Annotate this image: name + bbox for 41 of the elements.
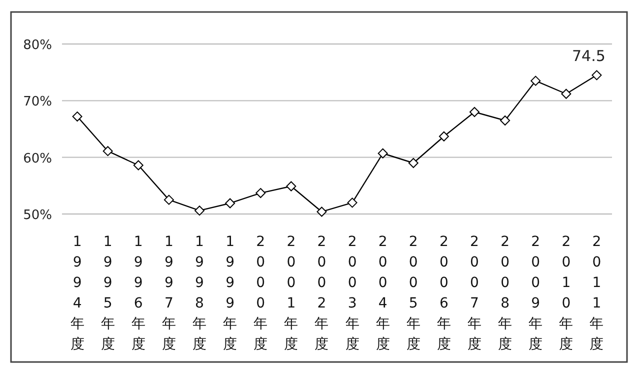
point — [256, 188, 266, 198]
point — [470, 107, 480, 117]
x-tick-label: 2000年度 — [254, 234, 268, 352]
x-tick-label: 1998年度 — [192, 234, 206, 352]
y-tick-label: 70% — [23, 94, 52, 110]
data-label: 74.5 — [572, 47, 606, 66]
point — [438, 131, 449, 142]
x-tick-label: 1999年度 — [223, 234, 238, 352]
point — [316, 206, 327, 217]
x-tick-label: 2011年度 — [590, 234, 604, 352]
point — [378, 148, 388, 158]
x-tick-label: 1997年度 — [162, 234, 176, 352]
x-tick-label: 2005年度 — [406, 234, 420, 352]
x-tick-label: 2006年度 — [436, 234, 451, 352]
x-tick-label: 2010年度 — [559, 234, 574, 352]
x-tick-label: 2003年度 — [345, 234, 360, 352]
point — [102, 146, 113, 156]
point — [500, 116, 510, 126]
point — [164, 194, 174, 205]
point — [225, 198, 236, 208]
point — [530, 76, 541, 86]
point — [194, 206, 204, 216]
x-tick-label: 2004年度 — [376, 234, 390, 352]
point — [72, 112, 82, 122]
x-tick-label: 2001年度 — [284, 234, 298, 352]
x-tick-label: 2009年度 — [528, 234, 543, 352]
y-tick-label: 60% — [23, 151, 52, 166]
x-tick-label: 2007年度 — [468, 234, 482, 352]
point — [286, 181, 296, 192]
point — [347, 198, 358, 208]
point — [133, 160, 144, 170]
x-tick-label: 1996年度 — [131, 234, 146, 352]
x-tick-label: 2002年度 — [314, 234, 329, 352]
x-tick-label: 2008年度 — [498, 234, 512, 352]
point — [561, 88, 572, 99]
point — [592, 70, 602, 80]
x-tick-label: 1995年度 — [100, 234, 115, 352]
point — [408, 158, 418, 168]
y-tick-label: 50% — [23, 208, 52, 223]
x-tick-label: 1994年度 — [70, 234, 84, 352]
y-tick-label: 80% — [23, 38, 52, 53]
